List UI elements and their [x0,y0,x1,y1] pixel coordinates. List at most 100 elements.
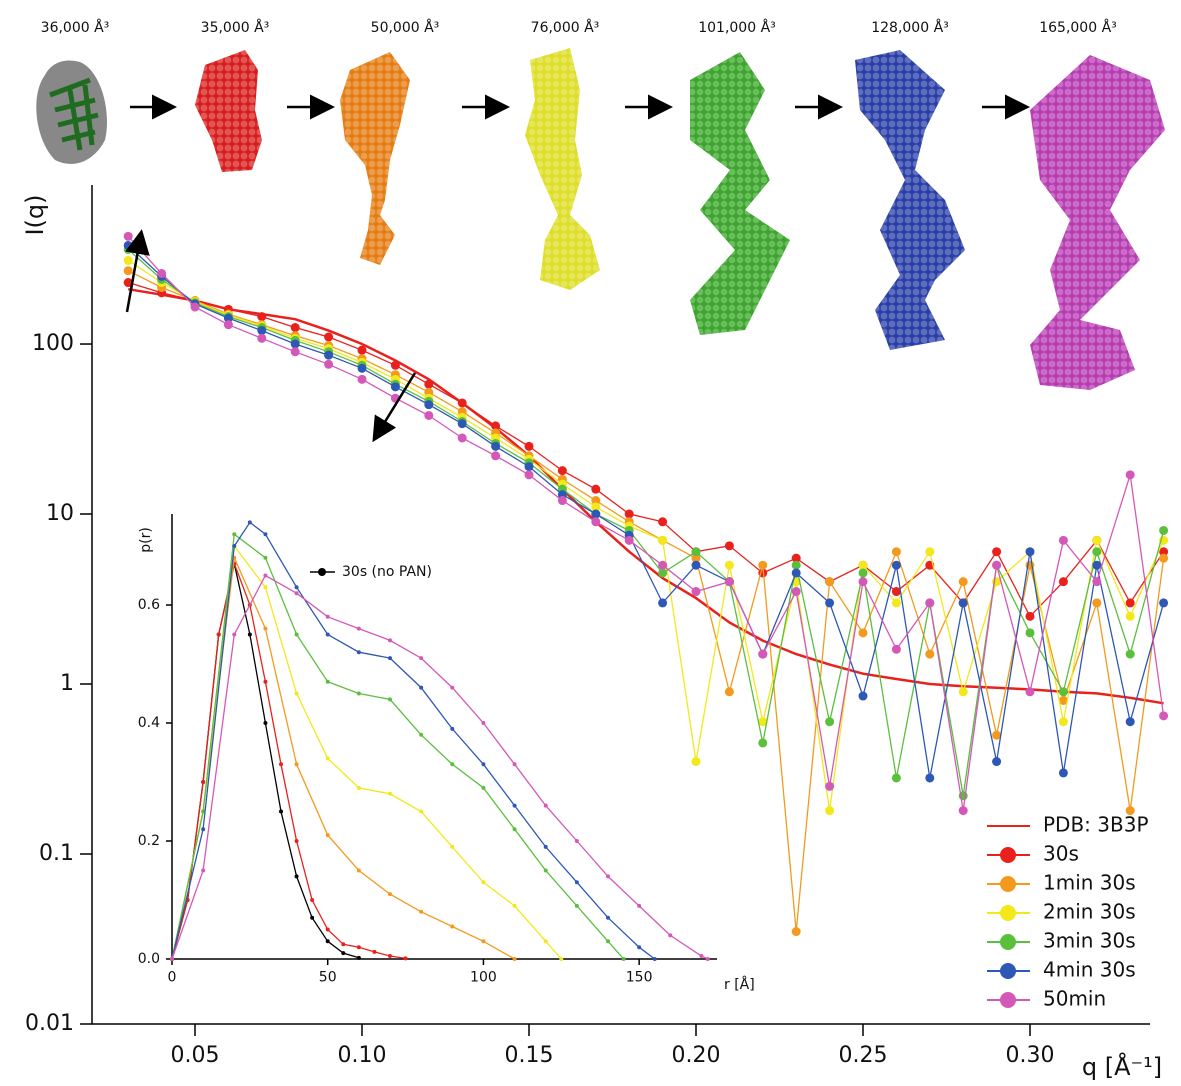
series-line [171,555,515,960]
data-point [419,685,424,690]
data-point [325,632,330,637]
x-tick-label: 0 [168,970,177,986]
x-tick-label: 150 [626,970,653,986]
data-point [825,781,835,791]
data-point [925,773,935,783]
data-point [724,560,734,570]
data-point [1025,628,1035,638]
y-tick-label: 0.6 [138,597,160,613]
data-point [858,577,868,587]
data-point [450,924,455,929]
y-tick-label: 1 [60,671,74,696]
series-line [128,281,1165,618]
data-point [791,553,801,563]
data-point [419,732,424,737]
data-point [1159,547,1169,557]
y-axis-label: p(r) [138,527,154,553]
data-point [591,502,601,512]
data-point [481,880,486,885]
data-point [257,333,267,343]
data-point [825,717,835,727]
series-line [171,544,562,960]
data-point [481,785,486,790]
data-point [758,738,768,748]
y-tick-label: 0.2 [138,833,160,849]
data-point [1125,717,1135,727]
data-point [858,568,868,578]
data-point [658,568,668,578]
y-axis-label: I(q) [21,194,49,235]
data-point [232,532,237,537]
data-point [512,827,517,832]
data-point [457,433,467,443]
data-point [591,517,601,527]
data-point [419,656,424,661]
y-tick-label: 0.1 [39,841,74,866]
data-point [201,780,206,784]
data-point [324,359,334,369]
data-point [388,791,392,796]
data-point [356,955,361,960]
model-label: 50,000 Å³ [371,19,440,36]
data-point [294,874,299,879]
data-point [658,517,668,527]
data-point [290,323,300,333]
series-line [127,270,1165,932]
data-point [512,762,517,767]
data-point [524,470,534,480]
data-point [419,909,424,914]
data-point [325,756,330,761]
data-point [891,587,901,597]
data-point [574,880,579,885]
data-point [1058,687,1068,697]
data-point [388,892,392,897]
data-point [574,839,579,843]
data-point [457,419,467,429]
data-point [232,632,237,637]
data-point [624,535,634,545]
data-point [1025,687,1035,697]
series-line [171,561,406,960]
data-point [356,868,361,873]
y-tick-label: 10 [46,501,74,526]
data-point [691,560,701,570]
y-tick-label: 0.0 [138,951,160,967]
data-point [390,382,400,392]
legend-label: 30s [1043,842,1079,866]
data-point [325,939,330,944]
data-point [606,939,610,944]
axis-line [171,514,717,960]
data-point [958,598,968,608]
model-images [36,48,1165,390]
data-point [791,560,801,570]
data-point [1058,535,1068,545]
data-point [524,441,534,451]
model-label: 36,000 Å³ [41,19,110,36]
data-point [1058,695,1068,705]
annotation-arrows [125,229,417,443]
data-point [294,632,299,637]
data-point [424,410,434,420]
data-point [606,874,610,879]
data-point [294,839,299,843]
data-point [1092,598,1102,608]
data-point [294,762,299,767]
y-tick-label: 100 [32,331,74,356]
data-point [450,844,455,849]
data-point [668,933,673,938]
data-point [637,945,642,950]
data-point [290,339,300,349]
data-point [858,691,868,701]
data-point [223,313,233,323]
data-point [1125,649,1135,659]
data-point [958,577,968,587]
data-point [123,231,133,241]
data-point [294,591,299,596]
data-point [658,560,668,570]
data-point [691,547,701,557]
data-point [724,577,734,587]
data-point [310,898,315,902]
data-point [123,266,133,276]
data-point [388,954,392,959]
